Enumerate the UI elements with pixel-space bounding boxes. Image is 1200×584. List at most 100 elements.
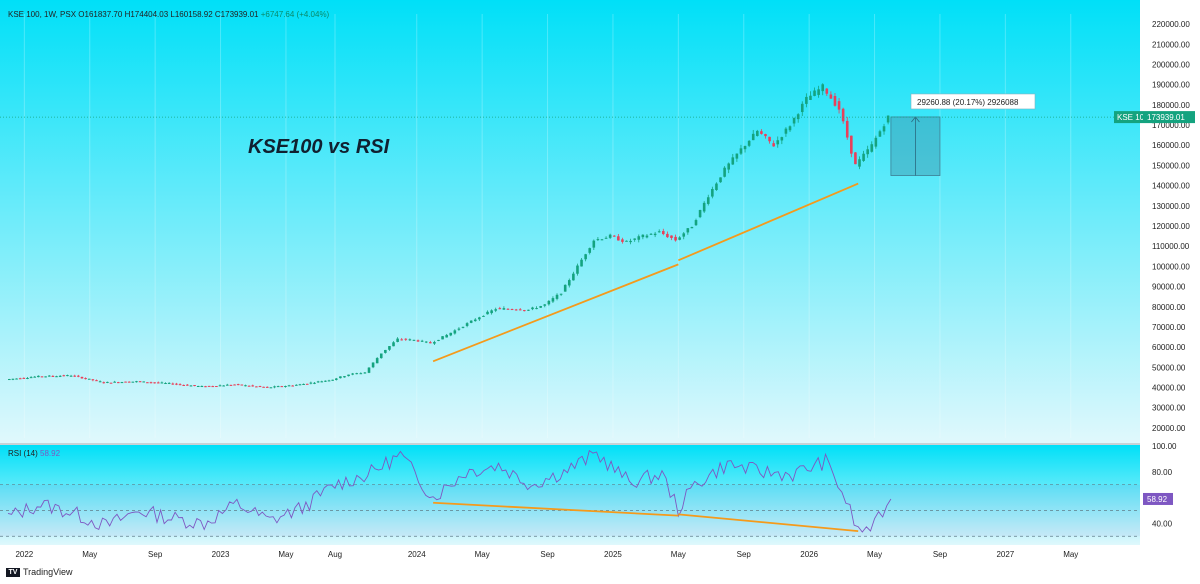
candle-bull[interactable] xyxy=(559,293,563,295)
candle-bear[interactable] xyxy=(666,233,669,238)
candle-bull[interactable] xyxy=(160,382,164,384)
candle-bear[interactable] xyxy=(77,375,80,377)
candle-bear[interactable] xyxy=(768,136,771,142)
candle-bear[interactable] xyxy=(670,235,673,238)
candle-bull[interactable] xyxy=(367,367,371,373)
candle-bull[interactable] xyxy=(563,284,567,292)
candle-bull[interactable] xyxy=(164,383,167,385)
candle-bear[interactable] xyxy=(18,378,22,380)
candle-bull[interactable] xyxy=(756,130,759,136)
candle-bull[interactable] xyxy=(694,220,698,226)
candle-bull[interactable] xyxy=(731,157,735,165)
candle-bull[interactable] xyxy=(469,320,473,323)
candle-bull[interactable] xyxy=(584,254,587,260)
candle-bull[interactable] xyxy=(15,378,18,380)
candle-bull[interactable] xyxy=(784,128,788,134)
candle-bull[interactable] xyxy=(441,336,444,340)
candle-bull[interactable] xyxy=(739,148,743,154)
candle-bear[interactable] xyxy=(400,339,403,341)
candle-bull[interactable] xyxy=(690,227,694,229)
candle-bull[interactable] xyxy=(653,233,657,236)
candle-bear[interactable] xyxy=(506,308,510,310)
candle-bull[interactable] xyxy=(351,373,354,375)
candle-bear[interactable] xyxy=(207,385,211,387)
candle-bull[interactable] xyxy=(813,90,816,96)
candle-bull[interactable] xyxy=(878,131,882,137)
candle-bull[interactable] xyxy=(486,311,489,315)
candle-bull[interactable] xyxy=(641,234,645,238)
candle-bear[interactable] xyxy=(193,385,196,387)
candle-bull[interactable] xyxy=(776,140,780,145)
candle-bull[interactable] xyxy=(596,239,600,241)
rsi-trendline[interactable] xyxy=(678,513,859,533)
candle-bull[interactable] xyxy=(433,341,436,344)
candle-bull[interactable] xyxy=(396,338,399,342)
candle-bull[interactable] xyxy=(200,386,204,388)
candle-bear[interactable] xyxy=(80,376,84,379)
candle-bear[interactable] xyxy=(229,384,233,386)
candle-bull[interactable] xyxy=(490,310,493,314)
candle-bull[interactable] xyxy=(796,114,800,120)
candle-bull[interactable] xyxy=(723,167,726,177)
main-pane[interactable] xyxy=(0,0,1140,443)
candle-bear[interactable] xyxy=(117,382,120,384)
candle-bull[interactable] xyxy=(502,308,506,310)
candle-bull[interactable] xyxy=(343,376,346,378)
candle-bull[interactable] xyxy=(445,334,448,338)
time-axis[interactable] xyxy=(0,545,1200,565)
candle-bear[interactable] xyxy=(247,385,251,387)
candle-bull[interactable] xyxy=(751,133,755,141)
candle-bull[interactable] xyxy=(555,294,559,299)
candle-bull[interactable] xyxy=(29,377,33,379)
candle-bull[interactable] xyxy=(37,375,40,378)
candle-bear[interactable] xyxy=(109,382,113,384)
candle-bull[interactable] xyxy=(645,235,649,238)
candle-bull[interactable] xyxy=(26,377,29,379)
candle-bear[interactable] xyxy=(233,384,236,386)
candle-bull[interactable] xyxy=(551,298,555,302)
candle-bear[interactable] xyxy=(124,381,127,383)
candle-bull[interactable] xyxy=(284,386,287,388)
candle-bull[interactable] xyxy=(135,381,138,383)
candle-bull[interactable] xyxy=(167,382,171,384)
candle-bull[interactable] xyxy=(780,137,784,141)
candle-bull[interactable] xyxy=(649,233,653,235)
candle-bull[interactable] xyxy=(657,231,661,233)
candle-bull[interactable] xyxy=(449,332,453,336)
candle-bull[interactable] xyxy=(69,375,73,377)
candle-bull[interactable] xyxy=(379,353,383,359)
candle-bull[interactable] xyxy=(482,315,485,317)
candle-bear[interactable] xyxy=(215,386,218,388)
candle-bull[interactable] xyxy=(131,381,135,383)
rsi-line[interactable] xyxy=(7,449,892,533)
candle-bull[interactable] xyxy=(821,84,825,92)
candle-bear[interactable] xyxy=(156,382,160,384)
candle-bear[interactable] xyxy=(404,338,408,340)
candle-bear[interactable] xyxy=(523,310,526,312)
candle-bear[interactable] xyxy=(175,383,178,385)
candle-bear[interactable] xyxy=(251,385,255,387)
candle-bull[interactable] xyxy=(678,237,681,240)
candle-bull[interactable] xyxy=(465,323,469,326)
candle-bull[interactable] xyxy=(453,330,457,334)
candle-bull[interactable] xyxy=(588,248,592,253)
candle-bull[interactable] xyxy=(58,375,62,377)
candle-bull[interactable] xyxy=(715,183,718,191)
candle-bull[interactable] xyxy=(698,209,702,218)
candle-bull[interactable] xyxy=(567,280,571,286)
candle-bear[interactable] xyxy=(186,384,189,386)
candle-bull[interactable] xyxy=(359,373,363,375)
candle-bull[interactable] xyxy=(735,153,739,159)
candle-bear[interactable] xyxy=(138,381,142,383)
candle-bear[interactable] xyxy=(171,383,175,385)
candle-bear[interactable] xyxy=(305,383,309,385)
candle-bull[interactable] xyxy=(424,341,428,343)
candle-bull[interactable] xyxy=(862,153,865,161)
candle-bull[interactable] xyxy=(33,376,37,378)
candle-bear[interactable] xyxy=(772,143,775,147)
candle-bull[interactable] xyxy=(120,382,124,384)
candle-bull[interactable] xyxy=(727,163,730,170)
candle-bull[interactable] xyxy=(494,309,498,311)
candle-bull[interactable] xyxy=(886,115,890,123)
candle-bear[interactable] xyxy=(764,134,767,137)
